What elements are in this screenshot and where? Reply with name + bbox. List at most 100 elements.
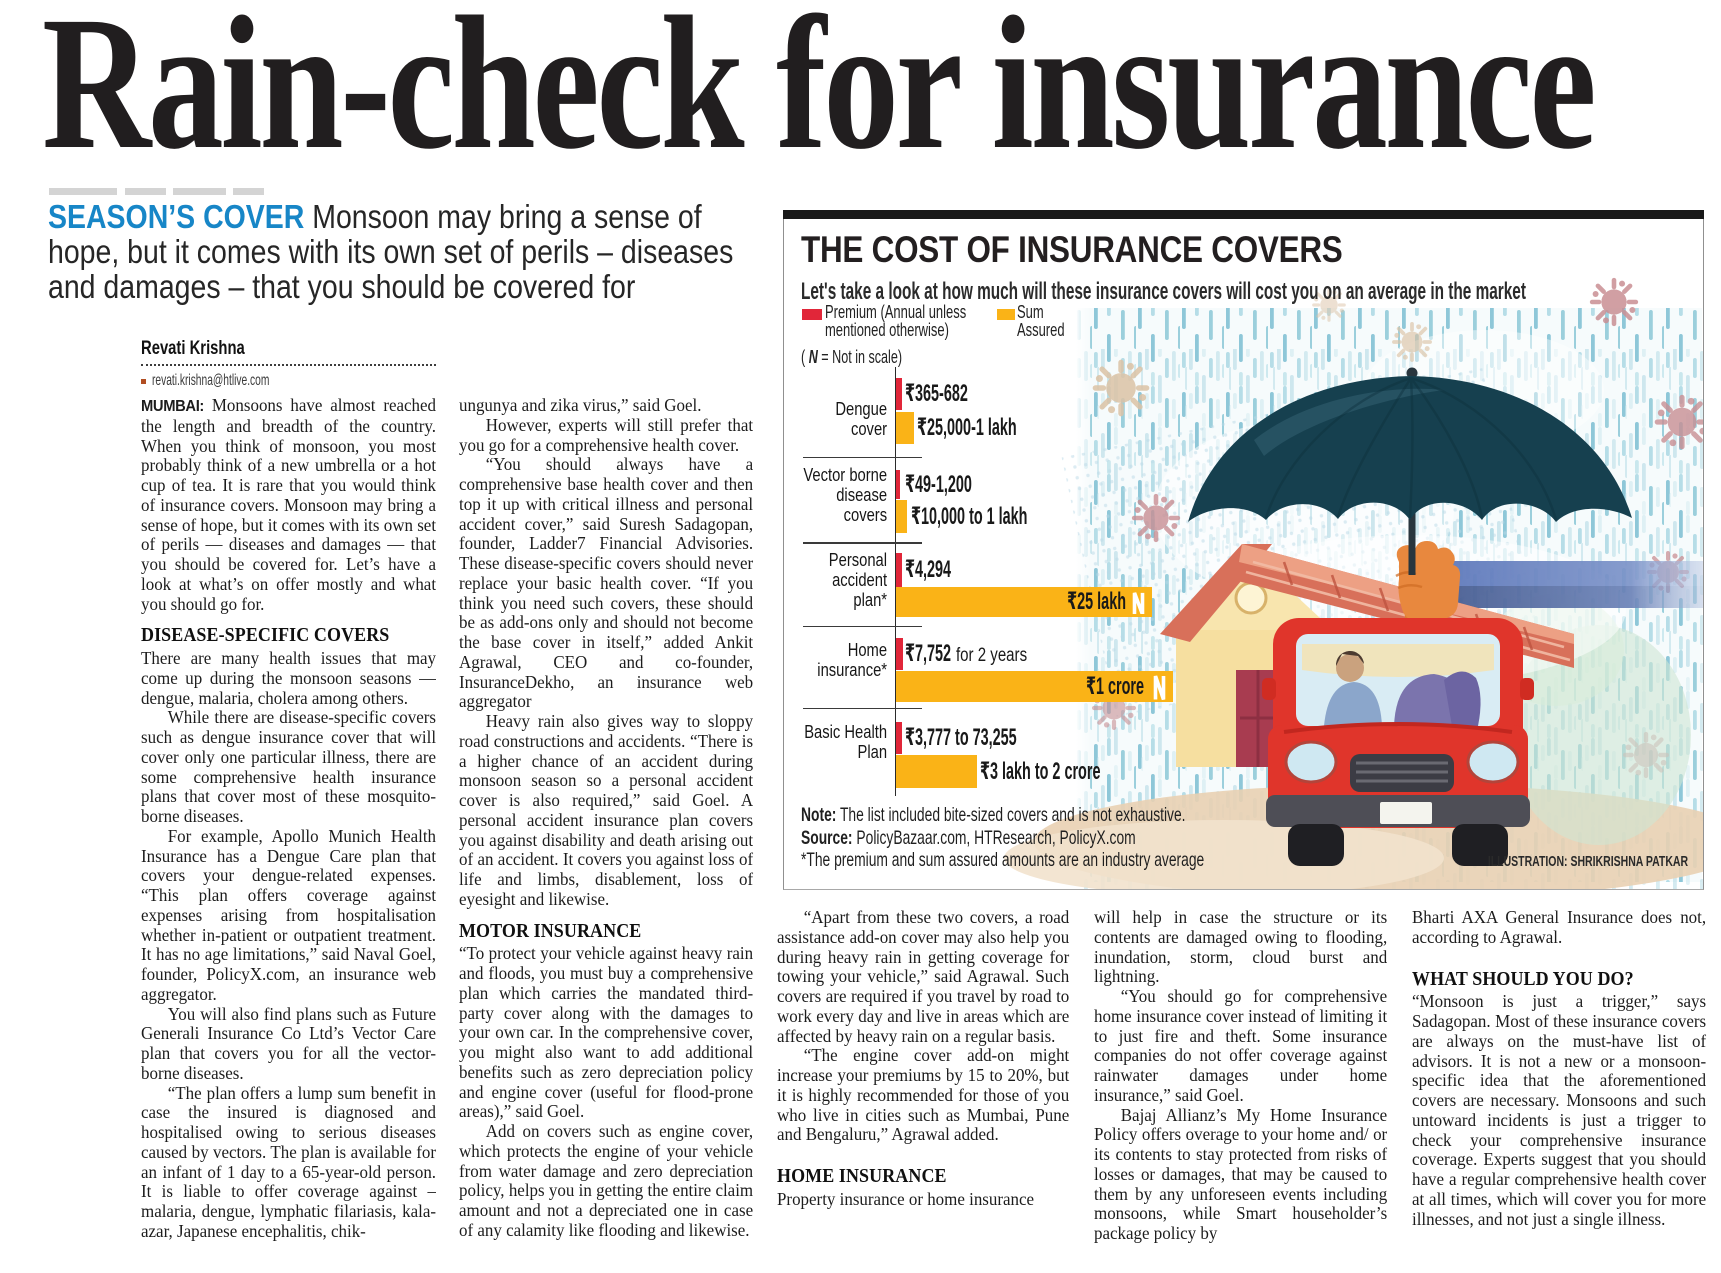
illustration-credit: ILLUSTRATION: SHRIKRISHNA PATKAR [1487,853,1688,870]
crop-artifact [125,188,166,195]
article-column-2: ungunya and zika virus,” said Goel. Howe… [459,396,753,1256]
dateline: MUMBAI: [141,398,204,415]
legend-sum-label: Sum Assured [1017,302,1065,340]
premium-value-text: ₹49-1,200 [905,470,972,498]
paragraph: MUMBAI: Monsoons have almost reached the… [141,396,436,614]
byline-email[interactable]: revati.krishna@htlive.com [152,372,270,389]
kicker-text: Monsoon may bring a sense of hope, but i… [48,199,734,306]
sum-assured-bar [896,587,1152,617]
chart-footnote: *The premium and sum assured amounts are… [801,849,1205,871]
car [1262,618,1534,866]
chart-axis [894,367,897,796]
paragraph-text: Monsoons have almost reached the length … [141,396,437,614]
infographic-title: THE COST OF INSURANCE COVERS [801,229,1343,270]
premium-value-text: ₹365-682 [905,380,968,407]
scale-note-suffix: = Not in scale) [817,346,903,367]
premium-value-text: ₹4,294 [905,556,952,583]
premium-bar [896,721,902,754]
paragraph: will help in case the structure or its c… [1094,908,1388,987]
paragraph: “You should always have a comprehensive … [459,454,754,712]
premium-bar [896,638,903,670]
chart-row-separator [803,707,922,709]
premium-bar [896,378,902,410]
sum-assured-bar [896,755,977,788]
paragraph: Add on covers such as engine cover, whic… [459,1121,754,1240]
premium-value-label: ₹49-1,200 [905,470,972,499]
paragraph: “Apart from these two covers, a road ass… [777,908,1070,1046]
paragraph: Bajaj Allianz’s My Home Insurance Policy… [1094,1104,1388,1243]
article-column-5: Bharti AXA General Insurance does not, a… [1412,908,1706,1258]
paragraph: You will also find plans such as Future … [141,1003,437,1083]
legend-premium-label: Premium (Annual unless mentioned otherwi… [825,302,967,340]
paragraph: “You should go for comprehensive home in… [1094,986,1388,1105]
not-in-scale-symbol: N [808,346,818,367]
paragraph: There are many health issues that may co… [141,648,437,708]
chart-category-label: Dengue cover [835,399,887,439]
infographic-top-bar [783,210,1704,219]
scale-break-icon [1131,590,1146,620]
paragraph: Property insurance or home insurance [777,1188,1035,1209]
crop-artifact [49,188,117,195]
sum-assured-bar [896,411,914,444]
article-column-3: “Apart from these two covers, a road ass… [777,908,1069,1258]
headline: Rain-check for insurance [42,0,1597,189]
paragraph: For example, Apollo Munich Health Insura… [141,825,437,1004]
article-column-1: MUMBAI: Monsoons have almost reached the… [141,396,436,1256]
article-column-4: will help in case the structure or its c… [1094,908,1387,1258]
note-label: Note: [801,804,837,826]
chart-row-separator [803,456,922,458]
chart-row-separator [803,542,922,544]
note-text: The list included bite-sized covers and … [836,804,1186,826]
sum-value-label: ₹1 crore [1085,672,1144,700]
scale-note-prefix: ( [801,346,809,367]
premium-value-text: ₹3,777 to 73,255 [905,723,1017,751]
premium-value-label: ₹7,752 for 2 years [905,638,1027,672]
chart-category-label: Home insurance* [817,640,887,680]
legend-sum-swatch [997,309,1015,320]
umbrella [1188,367,1632,575]
chart-note: Note: The list included bite-sized cover… [801,804,1186,827]
source-label: Source: [801,826,853,849]
blue-wall [1446,561,1703,608]
paragraph: However, experts will still prefer that … [459,414,754,455]
paragraph: “The engine cover add-on might increase … [777,1045,1070,1145]
sum-value-label: ₹25 lakh [1067,588,1126,615]
paragraph: “The plan offers a lump sum benefit in c… [141,1082,437,1241]
chart-source: Source: PolicyBazaar.com, HTResearch, Po… [801,827,1136,850]
section-heading-home-insurance: HOME INSURANCE [777,1166,947,1187]
legend-premium-swatch [802,309,822,320]
premium-value-label: ₹4,294 [905,553,951,587]
premium-value-text: ₹7,752 [905,640,952,667]
sum-assured-bar [896,499,907,533]
chart-category-label: Personal accident plan* [828,550,887,610]
premium-value-label: ₹365-682 [905,378,968,410]
sum-value-label: ₹3 lakh to 2 crore [980,758,1101,785]
infographic-subtitle: Let's take a look at how much will these… [801,278,1526,305]
section-heading-motor-insurance: MOTOR INSURANCE [459,920,642,942]
crop-artifact [233,188,264,195]
byline-block: Revati Krishna revati.krishna@htlive.com [141,337,436,390]
byline-author: Revati Krishna [141,337,245,359]
paragraph: ungunya and zika virus,” said Goel. [459,396,702,415]
premium-suffix-text: for 2 years [955,645,1027,666]
chart-area: Dengue cover ₹365-682 ₹25,000-1 lakh Vector… [784,210,1703,889]
paragraph: While there are disease-specific covers … [141,707,437,826]
kicker-label: SEASON’S COVER [48,199,305,236]
scale-note: ( N = Not in scale) [801,346,902,368]
premium-value-label: ₹3,777 to 73,255 [905,722,1017,754]
email-bullet-icon [141,378,146,384]
chart-row-separator [803,625,922,627]
infographic-box: THE COST OF INSURANCE COVERS Let's take … [783,210,1704,890]
paragraph: Heavy rain also gives way to sloppy road… [459,711,754,909]
sum-value-label: ₹25,000-1 lakh [917,413,1017,441]
chart-category-label: Basic Health Plan [804,722,887,762]
crop-artifact [173,188,226,195]
byline-rule [141,364,436,366]
sum-value-label: ₹10,000 to 1 lakh [911,502,1028,530]
kicker: SEASON’S COVER Monsoon may bring a sense… [48,200,733,305]
source-text: PolicyBazaar.com, HTResearch, PolicyX.co… [852,826,1136,849]
section-heading-disease-specific-covers: DISEASE-SPECIFIC COVERS [141,625,390,647]
premium-bar [896,469,900,499]
premium-bar [896,553,902,587]
